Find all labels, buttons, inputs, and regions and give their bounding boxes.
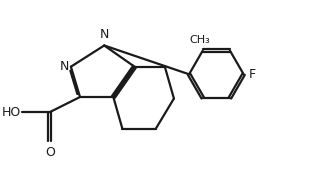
Text: O: O bbox=[45, 146, 55, 159]
Text: HO: HO bbox=[2, 106, 21, 119]
Text: N: N bbox=[100, 28, 109, 41]
Text: CH₃: CH₃ bbox=[189, 35, 210, 45]
Text: F: F bbox=[249, 68, 256, 81]
Text: N: N bbox=[60, 60, 69, 73]
